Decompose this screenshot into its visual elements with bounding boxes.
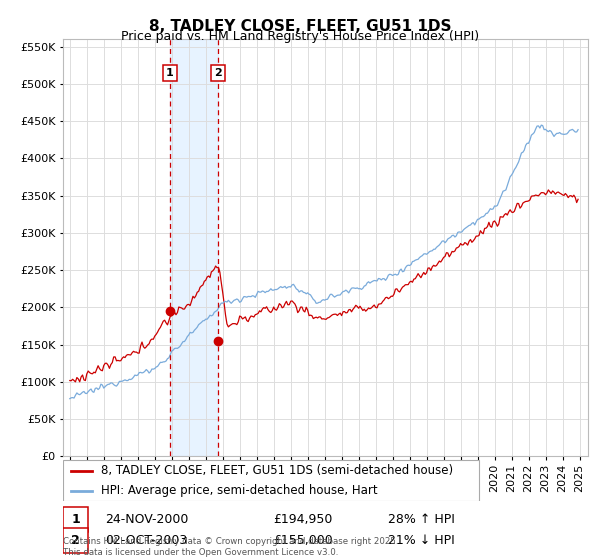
Text: HPI: Average price, semi-detached house, Hart: HPI: Average price, semi-detached house,…	[101, 484, 377, 497]
Text: £155,000: £155,000	[273, 534, 333, 547]
Text: 2: 2	[215, 68, 223, 78]
Text: £194,950: £194,950	[273, 512, 332, 526]
FancyBboxPatch shape	[63, 528, 88, 553]
Text: 2: 2	[71, 534, 80, 547]
Text: Price paid vs. HM Land Registry's House Price Index (HPI): Price paid vs. HM Land Registry's House …	[121, 30, 479, 43]
FancyBboxPatch shape	[63, 460, 479, 501]
Text: 28% ↑ HPI: 28% ↑ HPI	[389, 512, 455, 526]
Bar	[170, 39, 218, 456]
Text: 1: 1	[71, 512, 80, 526]
FancyBboxPatch shape	[63, 506, 88, 532]
Text: 8, TADLEY CLOSE, FLEET, GU51 1DS (semi-detached house): 8, TADLEY CLOSE, FLEET, GU51 1DS (semi-d…	[101, 464, 453, 478]
Text: Contains HM Land Registry data © Crown copyright and database right 2025.
This d: Contains HM Land Registry data © Crown c…	[63, 537, 398, 557]
Text: 1: 1	[166, 68, 173, 78]
Text: 24-NOV-2000: 24-NOV-2000	[105, 512, 188, 526]
Text: 21% ↓ HPI: 21% ↓ HPI	[389, 534, 455, 547]
Text: 02-OCT-2003: 02-OCT-2003	[105, 534, 187, 547]
Text: 8, TADLEY CLOSE, FLEET, GU51 1DS: 8, TADLEY CLOSE, FLEET, GU51 1DS	[149, 19, 451, 34]
